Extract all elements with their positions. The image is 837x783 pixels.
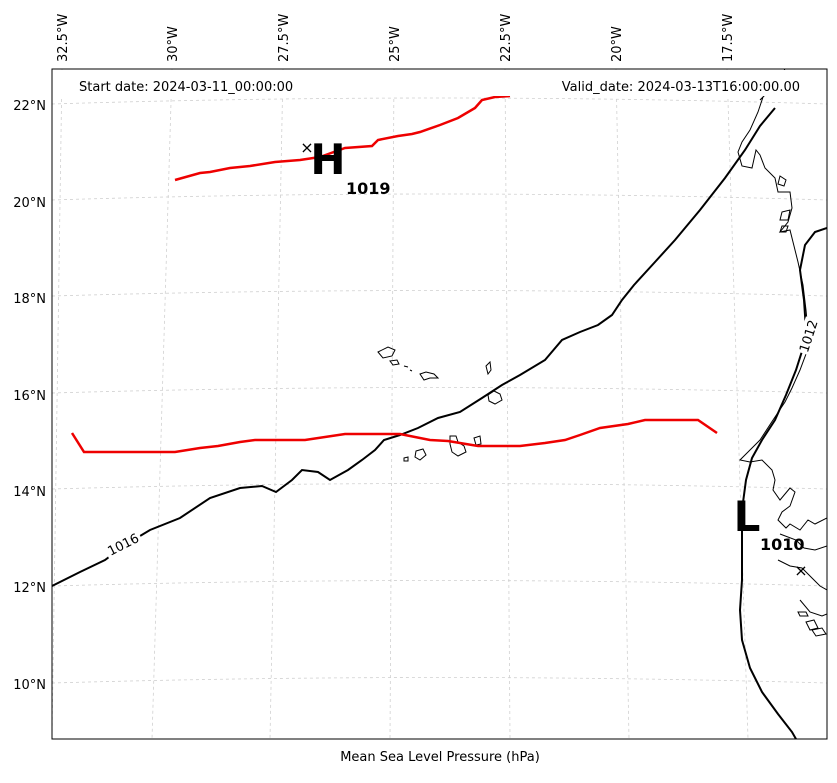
low-center-marker: × xyxy=(794,561,807,580)
graticule xyxy=(52,69,827,739)
meridian-17-5w xyxy=(726,69,749,739)
island-sao-vicente xyxy=(389,359,400,366)
low-pressure-letter: L xyxy=(734,492,761,541)
island-santiago xyxy=(449,435,467,457)
lon-tick-20w: 20°W xyxy=(610,26,625,62)
lat-tick-16n: 16°N xyxy=(13,389,46,404)
lat-tick-18n: 18°N xyxy=(13,292,46,307)
island-maio xyxy=(473,435,482,446)
parallel-18n xyxy=(52,290,827,297)
lat-tick-20n: 20°N xyxy=(13,196,46,211)
meridian-20w xyxy=(615,69,630,739)
parallel-12n xyxy=(52,580,827,587)
island-sal xyxy=(485,360,492,376)
lon-tick-32-5w: 32.5°W xyxy=(56,14,71,62)
parallel-16n xyxy=(52,387,827,394)
lon-tick-30w: 30°W xyxy=(166,26,181,62)
plot-area xyxy=(52,69,827,739)
parallel-20n xyxy=(52,193,827,201)
start-date: Start date: 2024-03-11_00:00:00 xyxy=(79,80,293,95)
plot-frame xyxy=(51,68,828,740)
lat-tick-14n: 14°N xyxy=(13,485,46,500)
valid-date: Valid_date: 2024-03-13T16:00:00.00 xyxy=(562,80,800,95)
island-santa-luzia xyxy=(403,365,413,372)
lat-tick-22n: 22°N xyxy=(13,99,46,114)
lat-tick-12n: 12°N xyxy=(13,581,46,596)
red-isobar-north xyxy=(174,94,511,182)
high-pressure-letter: H xyxy=(310,135,345,184)
meridian-27-5w xyxy=(269,69,284,739)
island-santo-antao xyxy=(377,346,396,359)
parallel-10n xyxy=(52,677,827,684)
lon-tick-22-5w: 22.5°W xyxy=(499,14,514,62)
isobar-1012 xyxy=(738,227,827,739)
low-pressure-value: 1010 xyxy=(760,535,805,554)
x-axis-label: Mean Sea Level Pressure (hPa) xyxy=(340,750,540,765)
high-pressure-value: 1019 xyxy=(346,179,391,198)
meridian-30w xyxy=(151,69,173,739)
meridian-25w xyxy=(389,69,395,739)
lon-tick-17-5w: 17.5°W xyxy=(721,14,736,62)
meridian-32-5w xyxy=(52,69,63,739)
lon-tick-27-5w: 27.5°W xyxy=(277,14,292,62)
lon-tick-25w: 25°W xyxy=(388,26,403,62)
meridian-22-5w xyxy=(504,69,511,739)
header-strip xyxy=(53,70,826,96)
high-center-marker: × xyxy=(300,138,313,157)
island-sao-nicolau xyxy=(419,371,440,381)
contour-label-bg xyxy=(794,316,822,356)
contour-label-bg xyxy=(102,528,144,560)
red-isobar-south xyxy=(70,418,718,454)
island-fogo xyxy=(414,448,427,461)
parallel-22n xyxy=(52,97,827,105)
isobar-1016 xyxy=(52,107,776,587)
island-brava xyxy=(403,456,409,462)
lat-tick-10n: 10°N xyxy=(13,678,46,693)
parallel-14n xyxy=(52,483,827,490)
